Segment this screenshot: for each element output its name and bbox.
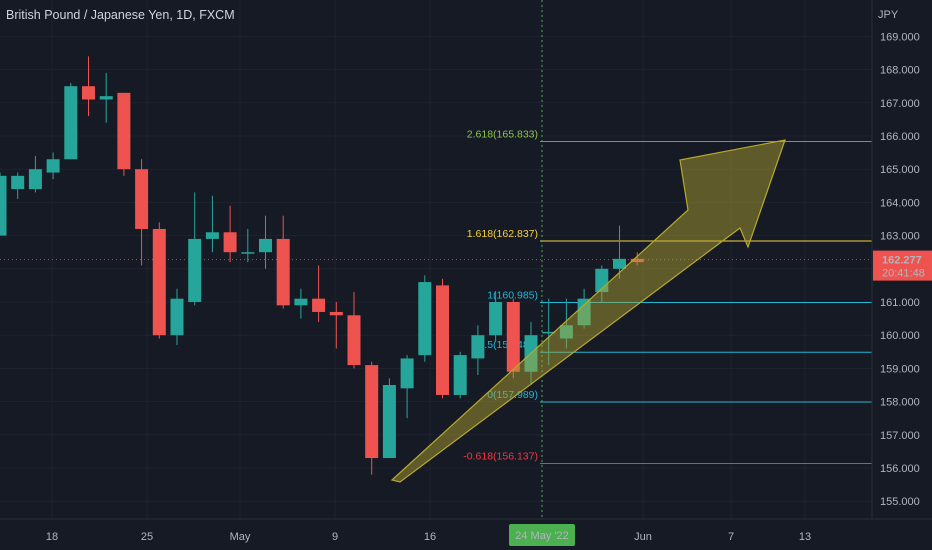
current-price-tag: [873, 250, 932, 281]
time-axis-label: 7: [728, 531, 734, 543]
price-axis-tick: 158.000: [880, 397, 920, 409]
candle-body[interactable]: [170, 298, 184, 336]
candle-body[interactable]: [453, 355, 467, 395]
candle-body[interactable]: [11, 175, 25, 190]
price-axis-tick: 159.000: [880, 363, 920, 375]
time-axis-label: 25: [141, 531, 153, 543]
candle-body[interactable]: [382, 385, 396, 459]
candle-body[interactable]: [471, 335, 485, 359]
candle-body[interactable]: [0, 175, 7, 236]
fib-level-label: 2.618(165.833): [467, 129, 538, 141]
candle-body[interactable]: [329, 311, 343, 316]
candle-body[interactable]: [418, 282, 432, 356]
candle-body[interactable]: [188, 238, 202, 302]
time-axis-label: 18: [46, 531, 58, 543]
candle-body[interactable]: [312, 298, 326, 312]
time-axis-area: [0, 519, 872, 550]
candle-body[interactable]: [436, 285, 449, 395]
candle-body[interactable]: [400, 358, 414, 389]
chart-title: British Pound / Japanese Yen, 1D, FXCM: [6, 8, 235, 22]
candle-body[interactable]: [117, 92, 131, 170]
price-axis-tick: 166.000: [880, 131, 920, 143]
time-axis-label: 9: [332, 531, 338, 543]
candle-body[interactable]: [347, 315, 361, 366]
price-axis-tick: 161.000: [880, 297, 920, 309]
candle-body[interactable]: [82, 86, 95, 100]
candle-body[interactable]: [152, 228, 166, 336]
highlighted-date-tag: [509, 524, 575, 546]
candle-body[interactable]: [542, 331, 556, 334]
candle-body[interactable]: [276, 238, 290, 306]
candle-body[interactable]: [46, 159, 60, 173]
price-axis-unit: JPY: [878, 9, 899, 21]
candle-body[interactable]: [223, 232, 237, 253]
candle-body[interactable]: [64, 86, 78, 160]
projection-arrow[interactable]: [390, 139, 786, 483]
price-axis-tick: 155.000: [880, 496, 920, 508]
time-axis-label: Jun: [634, 531, 652, 543]
candle-body[interactable]: [205, 232, 219, 239]
candle-body[interactable]: [294, 298, 308, 306]
time-axis-label: 13: [799, 531, 811, 543]
fib-level-label: -0.618(156.137): [463, 450, 538, 462]
candle-body[interactable]: [241, 252, 255, 254]
candle-body[interactable]: [506, 302, 520, 372]
time-axis-label: 16: [424, 531, 436, 543]
price-axis-tick: 156.000: [880, 463, 920, 475]
candle-body[interactable]: [559, 325, 573, 339]
fib-level-label: 1.618(162.837): [467, 228, 538, 240]
fib-level-label: 0(157.989): [487, 389, 538, 401]
price-axis-tick: 160.000: [880, 330, 920, 342]
current-price-value: 162.277: [882, 255, 922, 267]
candle-body[interactable]: [365, 365, 379, 459]
time-axis-label: May: [230, 531, 251, 543]
fib-level-label: 1(160.985): [487, 289, 538, 301]
candle-body[interactable]: [259, 238, 272, 253]
price-axis-tick: 163.000: [880, 231, 920, 243]
candle-body[interactable]: [99, 96, 113, 100]
candle-countdown: 20:41:48: [882, 268, 925, 280]
candle-body[interactable]: [577, 298, 591, 326]
candle-body[interactable]: [489, 302, 503, 336]
price-axis-tick: 164.000: [880, 197, 920, 209]
price-axis-tick: 157.000: [880, 430, 920, 442]
price-axis-tick: 165.000: [880, 164, 920, 176]
time-axis-label-highlight: 24 May '22: [515, 530, 568, 542]
candle-body[interactable]: [630, 258, 644, 263]
price-axis-tick: 168.000: [880, 65, 920, 77]
candle-body[interactable]: [135, 169, 149, 229]
price-axis-tick: 167.000: [880, 98, 920, 110]
candle-body[interactable]: [28, 169, 42, 190]
candle-body[interactable]: [613, 258, 626, 269]
price-axis-tick: 169.000: [880, 31, 920, 43]
